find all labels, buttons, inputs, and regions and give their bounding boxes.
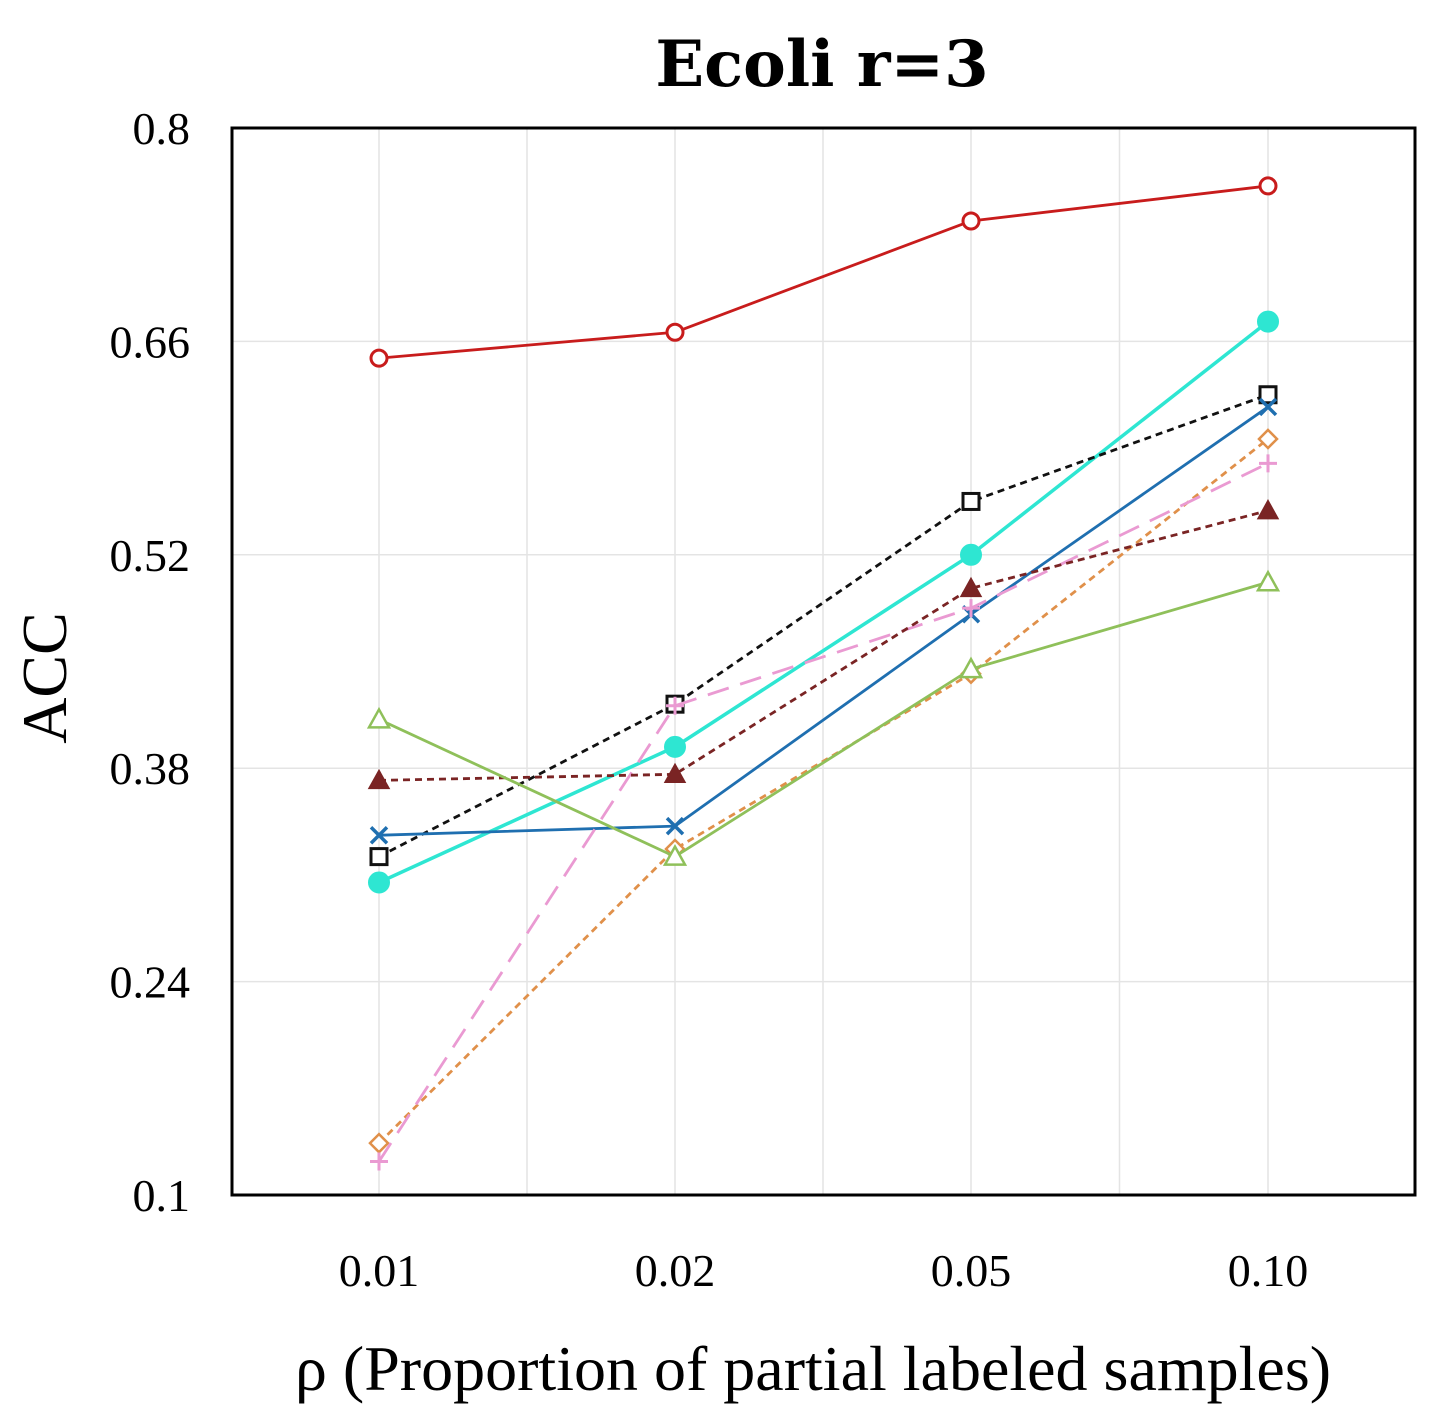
series-green-triangle [366, 569, 1281, 866]
series-line-cyan-filled-circle [378, 320, 1270, 885]
plot-frame [230, 126, 1417, 1197]
y-axis-label: ACC [9, 612, 80, 744]
pink-plus-point [666, 696, 684, 715]
y-tick-label: 0.1 [133, 1170, 191, 1221]
red-circle-point [665, 322, 685, 342]
green-triangle-point [958, 656, 984, 679]
x-axis-label: ρ (Proportion of partial labeled samples… [295, 1333, 1331, 1404]
series-line-pink-plus [377, 462, 1269, 1163]
darkred-triangle-point [959, 576, 983, 598]
black-square-point [961, 491, 981, 511]
x-tick-label: 0.10 [1228, 1245, 1309, 1296]
darkred-triangle-point [1256, 499, 1280, 520]
cyan-filled-circle-point [664, 735, 686, 758]
black-square-point [1258, 385, 1278, 405]
x-tick-labels: 0.01 0.02 0.05 0.10 [339, 1245, 1309, 1296]
y-tick-label: 0.38 [110, 743, 191, 794]
pink-plus-point [370, 1152, 388, 1171]
y-tick-label: 0.24 [110, 957, 191, 1008]
orange-diamond-point [1257, 428, 1279, 450]
orange-diamond-point [368, 1132, 390, 1154]
y-tick-label: 0.8 [133, 103, 191, 154]
grid [232, 127, 1415, 1196]
y-tick-label: 0.52 [110, 530, 191, 581]
series-line-darkred-triangle [378, 509, 1269, 782]
green-triangle-point [366, 706, 392, 729]
chart-title: Ecoli r=3 [655, 27, 988, 102]
series-line-green-triangle [378, 580, 1269, 859]
cyan-filled-circle-point [1257, 310, 1279, 333]
pink-plus-point [962, 599, 980, 618]
pink-plus-point [1259, 454, 1277, 473]
x-tick-label: 0.02 [635, 1245, 716, 1296]
series-red-circle [369, 176, 1278, 368]
y-tick-labels: 0.1 0.24 0.38 0.52 0.66 0.8 [110, 103, 191, 1221]
series-cyan-filled-circle [368, 310, 1279, 894]
series-layer [366, 176, 1281, 1171]
blue-x-point [665, 816, 685, 836]
x-tick-label: 0.05 [931, 1245, 1012, 1296]
series-line-red-circle [378, 184, 1269, 360]
black-square-point [369, 847, 389, 867]
cyan-filled-circle-point [368, 871, 390, 894]
red-circle-point [369, 348, 389, 368]
darkred-triangle-point [663, 762, 687, 784]
series-line-blue-x [378, 405, 1269, 837]
red-circle-point [961, 211, 981, 231]
blue-x-point [1258, 397, 1278, 417]
x-tick-label: 0.01 [339, 1245, 420, 1296]
series-darkred-triangle [367, 499, 1280, 790]
cyan-filled-circle-point [960, 543, 982, 566]
green-triangle-point [662, 844, 688, 866]
green-triangle-point [1255, 569, 1281, 592]
darkred-triangle-point [367, 768, 391, 790]
red-circle-point [1258, 176, 1278, 196]
y-tick-label: 0.66 [110, 316, 191, 367]
blue-x-point [369, 826, 389, 845]
series-pink-plus [370, 454, 1277, 1171]
